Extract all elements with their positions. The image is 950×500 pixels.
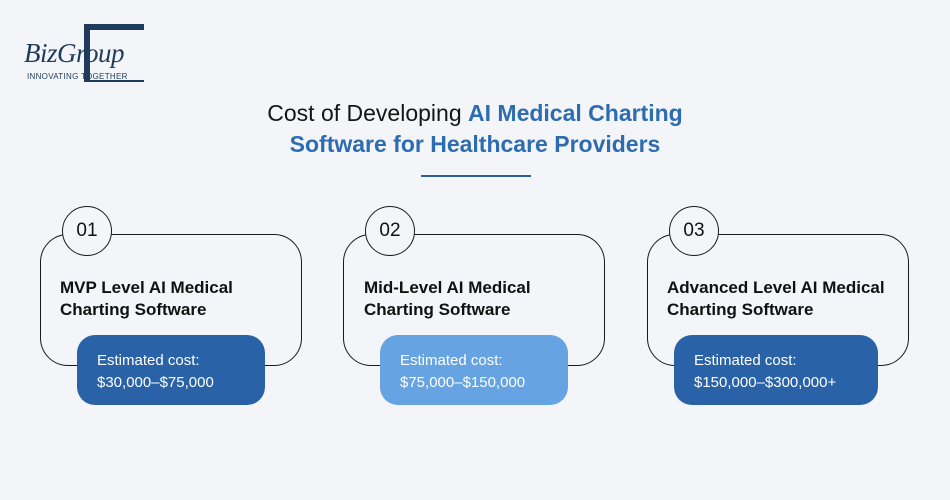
logo-frame-inner: [90, 30, 146, 80]
title-highlight-2: Software for Healthcare Providers: [289, 131, 661, 157]
tier-number-badge: 03: [669, 206, 719, 256]
title-plain: Cost of Developing: [267, 100, 469, 126]
tier-title: Mid-Level AI Medical Charting Software: [364, 277, 531, 321]
tier-title: MVP Level AI Medical Charting Software: [60, 277, 233, 321]
cost-label: Estimated cost:: [97, 352, 200, 369]
cost-value: $75,000–$150,000: [400, 374, 526, 391]
tier-number-badge: 02: [365, 206, 415, 256]
cost-value: $150,000–$300,000+: [694, 374, 837, 391]
tier-number-badge: 01: [62, 206, 112, 256]
cost-badge: Estimated cost: $30,000–$75,000: [77, 335, 265, 405]
tier-title-line: Charting Software: [667, 300, 814, 319]
title-divider: [421, 175, 531, 177]
tier-title: Advanced Level AI Medical Charting Softw…: [667, 277, 885, 321]
cost-label: Estimated cost:: [694, 352, 797, 369]
tier-title-line: MVP Level AI Medical: [60, 278, 233, 297]
bizgroup-logo: BizGroup INNOVATING TOGETHER: [24, 24, 158, 84]
cost-badge: Estimated cost: $75,000–$150,000: [380, 335, 568, 405]
cost-label: Estimated cost:: [400, 352, 503, 369]
logo-tagline: INNOVATING TOGETHER: [27, 72, 128, 81]
logo-wordmark: BizGroup: [24, 38, 125, 68]
tier-title-line: Charting Software: [364, 300, 511, 319]
tier-title-line: Mid-Level AI Medical: [364, 278, 531, 297]
title-highlight-1: AI Medical Charting: [468, 100, 683, 126]
cost-badge: Estimated cost: $150,000–$300,000+: [674, 335, 878, 405]
cost-value: $30,000–$75,000: [97, 374, 214, 391]
page-title: Cost of Developing AI Medical Charting S…: [0, 98, 950, 160]
tier-title-line: Advanced Level AI Medical: [667, 278, 885, 297]
tier-title-line: Charting Software: [60, 300, 207, 319]
